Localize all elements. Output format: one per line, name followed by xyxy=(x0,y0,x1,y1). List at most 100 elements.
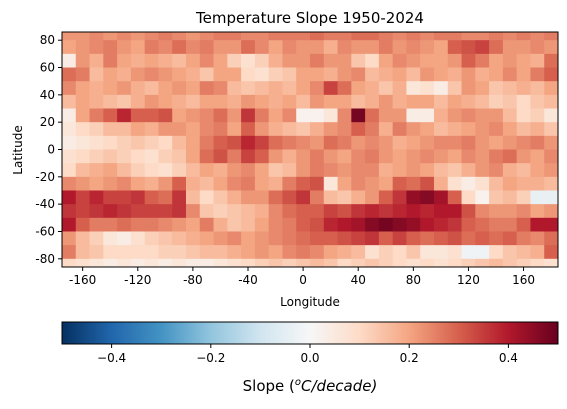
heatmap-cell xyxy=(502,149,518,164)
heatmap-cell xyxy=(337,176,352,191)
heatmap-cell xyxy=(365,108,380,123)
heatmap-cell xyxy=(502,81,518,96)
heatmap-cell xyxy=(268,53,283,68)
heatmap-cell xyxy=(544,204,559,219)
heatmap-cell xyxy=(310,32,325,41)
heatmap-cell xyxy=(489,94,504,109)
heatmap-cell xyxy=(544,149,559,164)
heatmap-cell xyxy=(172,149,187,164)
heatmap-cell xyxy=(186,40,201,55)
heatmap-cell xyxy=(213,176,228,191)
heatmap-cell xyxy=(378,217,394,232)
heatmap-cell xyxy=(461,149,476,164)
heatmap-cell xyxy=(378,258,394,268)
heatmap-cell xyxy=(502,108,518,123)
heatmap-cell xyxy=(172,32,187,41)
heatmap-cell xyxy=(117,217,132,232)
heatmap-cell xyxy=(227,94,242,109)
heatmap-cell xyxy=(227,81,242,96)
heatmap-cell xyxy=(213,231,228,246)
heatmap-cell xyxy=(447,122,462,137)
heatmap-cell xyxy=(310,245,325,260)
heatmap-cell xyxy=(144,204,159,219)
heatmap-cell xyxy=(186,163,201,178)
heatmap-cell xyxy=(144,217,159,232)
heatmap-cell xyxy=(296,231,311,246)
heatmap-cell xyxy=(241,53,256,68)
heatmap-cell xyxy=(144,40,159,55)
heatmap-cell xyxy=(544,122,559,137)
heatmap-cell xyxy=(227,32,242,41)
x-axis-ticks: -160 -120 -80 -40 0 40 80 120 160 xyxy=(69,267,535,287)
heatmap-cell xyxy=(447,149,462,164)
heatmap-cell xyxy=(75,53,90,68)
heatmap-cell xyxy=(213,149,228,164)
heatmap-cell xyxy=(199,176,214,191)
heatmap-cell xyxy=(461,67,476,82)
heatmap-cell xyxy=(254,204,270,219)
heatmap-cell xyxy=(434,53,449,68)
heatmap-cell xyxy=(103,108,118,123)
heatmap-cell xyxy=(323,217,338,232)
heatmap-cell xyxy=(227,204,242,219)
heatmap-cell xyxy=(434,163,449,178)
heatmap-cell xyxy=(434,40,449,55)
heatmap-cell xyxy=(516,40,531,55)
heatmap-cell xyxy=(447,163,462,178)
heatmap-cell xyxy=(475,204,490,219)
heatmap-cell xyxy=(296,94,311,109)
heatmap-cell xyxy=(351,231,366,246)
heatmap-cell xyxy=(310,108,325,123)
heatmap-cell xyxy=(516,122,531,137)
heatmap-cell xyxy=(323,135,338,150)
heatmap-cell xyxy=(392,135,407,150)
heatmap-cell xyxy=(475,32,490,41)
heatmap-cell xyxy=(241,149,256,164)
heatmap-cell xyxy=(475,245,490,260)
heatmap-cell xyxy=(489,53,504,68)
heatmap-cell xyxy=(434,32,449,41)
heatmap-cell xyxy=(117,32,132,41)
heatmap-cell xyxy=(144,81,159,96)
heatmap-cell xyxy=(227,190,242,205)
heatmap-cell xyxy=(516,135,531,150)
heatmap-cell xyxy=(144,108,159,123)
heatmap-cell xyxy=(489,163,504,178)
heatmap-cell xyxy=(282,94,297,109)
heatmap-cell xyxy=(144,231,159,246)
heatmap-cell xyxy=(530,217,545,232)
heatmap-cell xyxy=(144,149,159,164)
heatmap-cell xyxy=(378,53,394,68)
heatmap-cell xyxy=(62,135,77,150)
heatmap-cell xyxy=(158,217,173,232)
y-tick-label: -80 xyxy=(35,252,55,266)
y-tick-label: 80 xyxy=(40,33,55,47)
heatmap-cell xyxy=(103,94,118,109)
heatmap-cell xyxy=(447,108,462,123)
heatmap-cell xyxy=(310,190,325,205)
colorbar-tick-label: −0.2 xyxy=(196,351,225,365)
heatmap-cell xyxy=(117,176,132,191)
heatmap-cell xyxy=(103,81,118,96)
heatmap-cell xyxy=(516,217,531,232)
heatmap-cell xyxy=(337,258,352,268)
heatmap-cell xyxy=(199,67,214,82)
heatmap-cell xyxy=(241,40,256,55)
heatmap-cell xyxy=(406,217,421,232)
heatmap-cell xyxy=(337,53,352,68)
heatmap-cell xyxy=(420,245,435,260)
x-tick-label: 80 xyxy=(406,273,421,287)
heatmap-cell xyxy=(447,94,462,109)
heatmap-cell xyxy=(75,108,90,123)
heatmap-cell xyxy=(502,204,518,219)
heatmap-cell xyxy=(213,108,228,123)
heatmap-cell xyxy=(282,81,297,96)
heatmap-cell xyxy=(392,94,407,109)
heatmap-cell xyxy=(337,149,352,164)
heatmap-cell xyxy=(75,122,90,137)
heatmap-cell xyxy=(296,149,311,164)
heatmap-cell xyxy=(199,149,214,164)
heatmap-cell xyxy=(103,176,118,191)
heatmap-cell xyxy=(489,217,504,232)
heatmap-cell xyxy=(461,81,476,96)
